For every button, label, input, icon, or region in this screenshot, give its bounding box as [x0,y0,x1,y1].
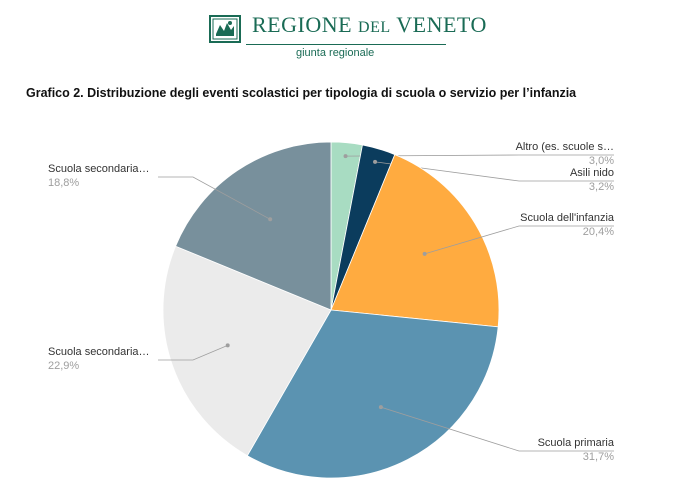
pie-slice [162,245,332,457]
logo-divider [246,44,446,45]
slice-percent: 18,8% [48,177,79,189]
leader-dot [378,405,383,410]
leader-line [158,345,228,361]
leader-dot [268,217,273,222]
leader-line [374,161,614,182]
logo-word-regione: REGIONE [252,12,353,37]
slice-percent: 22,9% [48,360,79,372]
slice-label: Scuola dell'infanzia [520,212,615,224]
header: REGIONE DEL VENETO giunta regionale [0,0,696,70]
figure-title: Grafico 2. Distribuzione degli eventi sc… [26,86,577,100]
leader-line [424,225,614,255]
logo-subtitle: giunta regionale [296,47,375,59]
slice-percent: 31,7% [583,451,614,463]
pie-slice [175,141,332,311]
leader-line [380,406,614,452]
logo-title: REGIONE DEL VENETO [252,12,487,38]
slice-label: Scuola primaria [538,437,615,449]
slice-label: Scuola secondaria… [48,163,150,175]
pie-slice [246,309,499,479]
logo-word-veneto: VENETO [396,12,487,37]
slice-percent: 3,2% [589,181,614,193]
leader-dot [373,159,378,164]
slice-label: Asili nido [570,167,614,179]
pie-slice [330,154,500,328]
leader-line [345,154,614,157]
leader-line [158,176,271,220]
leader-dot [343,154,348,159]
regione-veneto-emblem-icon [209,15,241,43]
slice-percent: 20,4% [583,226,614,238]
slice-label: Altro (es. scuole s… [516,141,614,153]
leader-dot [422,251,427,256]
slice-label: Scuola secondaria… [48,346,150,358]
leader-dot [225,343,230,348]
slice-percent: 3,0% [589,155,614,167]
logo-word-del: DEL [358,19,391,36]
